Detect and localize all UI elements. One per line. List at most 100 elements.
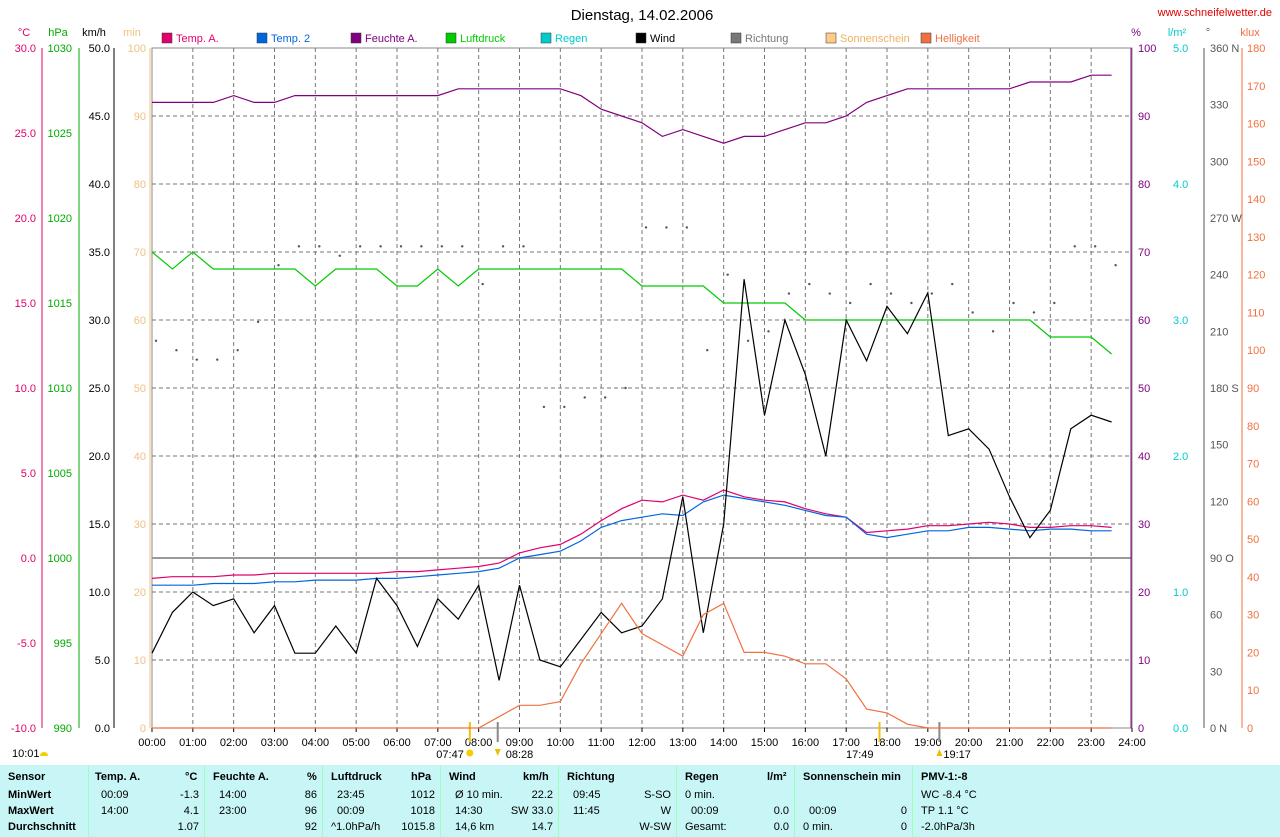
deg-axis-tick: 240: [1210, 270, 1228, 282]
pct-unit: %: [1131, 27, 1141, 39]
chart-title: Dienstag, 14.02.2006: [571, 7, 714, 24]
kmh-axis-tick: 40.0: [89, 179, 110, 191]
richtung-point: [338, 254, 341, 257]
hpa-axis-tick: 1005: [48, 468, 72, 480]
pct-axis-tick: 70: [1138, 247, 1150, 259]
min-axis-tick: 30: [134, 519, 146, 531]
header-feuchte-unit: %: [307, 771, 317, 783]
header-pmv: PMV-1:-8: [921, 771, 968, 783]
luft-max-time: 00:09: [337, 805, 365, 817]
series-line-feuchte-a: [152, 74, 1112, 144]
deg-unit: °: [1206, 27, 1210, 39]
klux-axis-tick: 40: [1247, 572, 1259, 584]
min-axis-tick: 100: [128, 43, 146, 55]
sunrise-label: 07:47: [436, 749, 464, 761]
header-temp: Temp. A.: [95, 771, 141, 783]
x-tick-label: 12:00: [628, 737, 656, 749]
legend-label: Sonnenschein: [840, 33, 910, 45]
temp-axis-tick: 25.0: [15, 128, 36, 140]
richtung-point: [481, 282, 484, 286]
kmh-axis-tick: 50.0: [89, 43, 110, 55]
x-tick-label: 16:00: [792, 737, 820, 749]
x-tick-label: 02:00: [220, 737, 248, 749]
website-link[interactable]: www.schneifelwetter.de: [1157, 7, 1272, 19]
klux-axis-tick: 80: [1247, 421, 1259, 433]
deg-axis-tick: 90 O: [1210, 553, 1234, 565]
richtung-r2-dir: W: [660, 805, 671, 817]
x-tick-label: 11:00: [588, 737, 615, 749]
legend-label: Temp. 2: [271, 33, 310, 45]
current-time-icon: [40, 752, 48, 756]
richtung-point: [379, 245, 382, 248]
richtung-point: [848, 301, 852, 305]
min-axis-tick: 80: [134, 179, 146, 191]
richtung-point: [603, 396, 607, 399]
series-line-wind: [151, 279, 1112, 681]
luft-avg-value: 1015.8: [401, 821, 435, 833]
series-line-temp-2: [152, 494, 1112, 586]
feuchte-max-time: 23:00: [219, 805, 247, 817]
x-tick-label: 19:00: [914, 737, 942, 749]
richtung-point: [685, 226, 689, 229]
temp-axis-tick: 15.0: [15, 298, 36, 310]
temp-axis-tick: 20.0: [15, 213, 36, 225]
lm2-axis-tick: 1.0: [1173, 587, 1188, 599]
legend-swatch: [920, 32, 932, 44]
header-sensor: Sensor: [8, 771, 46, 783]
sonne-r2-time: 00:09: [809, 805, 837, 817]
regen-r1: 0 min.: [685, 789, 715, 801]
min-axis-tick: 60: [134, 315, 146, 327]
legend-label: Regen: [555, 33, 587, 45]
summary-col-luftdruck: Luftdruck hPa 23:45 1012 00:09 1018 ^1.0…: [322, 765, 441, 837]
pmv-windchill: WC -8.4 °C: [921, 789, 977, 801]
lm2-axis-tick: 0.0: [1173, 723, 1188, 735]
temp-axis-tick: -5.0: [17, 638, 36, 650]
lm2-axis-tick: 3.0: [1173, 315, 1188, 327]
richtung-point: [746, 339, 750, 342]
kmh-axis-tick: 0.0: [95, 723, 110, 735]
legend-swatch: [256, 32, 268, 44]
legend-swatch: [825, 32, 837, 44]
series-line-luftdruck: [151, 251, 1112, 355]
x-tick-label: 09:00: [506, 737, 534, 749]
x-tick-label: 01:00: [179, 737, 207, 749]
luft-min-time: 23:45: [337, 789, 365, 801]
klux-axis-tick: 60: [1247, 496, 1259, 508]
klux-axis-tick: 20: [1247, 647, 1259, 659]
richtung-point: [644, 226, 648, 229]
min-axis-tick: 20: [134, 587, 146, 599]
temp-min-time: 00:09: [101, 789, 129, 801]
header-luftdruck: Luftdruck: [331, 771, 382, 783]
deg-axis-tick: 210: [1210, 326, 1228, 338]
richtung-point: [1012, 301, 1015, 305]
richtung-point: [1093, 245, 1097, 248]
richtung-point: [726, 273, 729, 276]
klux-axis-tick: 50: [1247, 534, 1259, 546]
header-wind: Wind: [449, 771, 476, 783]
richtung-point: [236, 349, 239, 352]
klux-axis-tick: 110: [1247, 307, 1265, 319]
klux-axis-tick: 70: [1247, 459, 1259, 471]
moonrise-label: 19:17: [943, 749, 971, 761]
weather-chart: Dienstag, 14.02.2006 www.schneifelwetter…: [11, 7, 1272, 761]
moonset-icon: [494, 749, 501, 756]
klux-axis-tick: 130: [1247, 232, 1265, 244]
temp-avg-value: 1.07: [177, 821, 199, 833]
klux-axis-tick: 30: [1247, 610, 1259, 622]
richtung-r2-time: 11:45: [573, 805, 600, 817]
richtung-point: [420, 245, 423, 248]
wind-avg10-value: 22.2: [531, 789, 553, 801]
klux-axis-tick: 90: [1247, 383, 1259, 395]
richtung-r3-dir: W-SW: [639, 821, 671, 833]
x-tick-label: 08:00: [465, 737, 493, 749]
regen-total-label: Gesamt:: [685, 821, 727, 833]
min-axis-tick: 0: [140, 723, 146, 735]
chart-legend: Temp. A. Temp. 2 Feuchte A. Luftdruck Regen W…: [161, 32, 980, 45]
row-label-avg: Durchschnitt: [8, 821, 76, 833]
min-axis-tick: 70: [134, 247, 146, 259]
richtung-point: [624, 386, 627, 390]
temp-unit: °C: [18, 27, 30, 39]
min-axis-tick: 40: [134, 451, 146, 463]
richtung-point: [440, 245, 444, 248]
legend-label: Luftdruck: [460, 33, 506, 45]
